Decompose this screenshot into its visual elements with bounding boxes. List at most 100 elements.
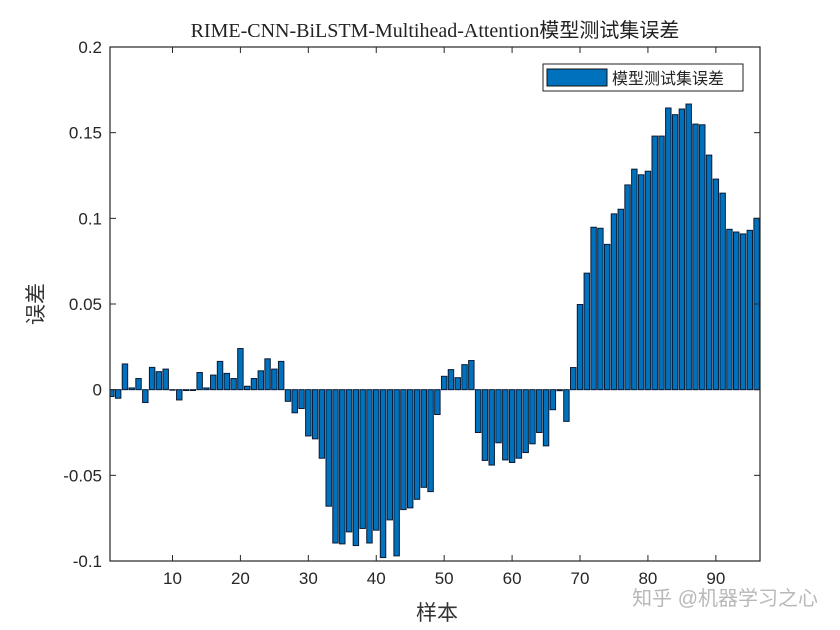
bar-3 <box>121 363 129 391</box>
bar-25 <box>271 368 278 391</box>
bar-65 <box>542 389 550 447</box>
x-tick-label: 10 <box>163 569 182 588</box>
bar-78 <box>631 168 638 391</box>
bar-9 <box>162 368 169 391</box>
bar-93 <box>733 231 740 391</box>
bar-53 <box>461 364 468 391</box>
bar-30 <box>305 389 312 437</box>
bar-7 <box>148 366 156 391</box>
bar-36 <box>345 389 353 533</box>
bar-16 <box>210 374 217 391</box>
bar-94 <box>739 233 747 391</box>
bar-19 <box>230 378 237 391</box>
bar-57 <box>488 389 495 466</box>
bar-55 <box>474 389 482 433</box>
bar-21 <box>243 385 251 391</box>
bar-45 <box>406 389 414 509</box>
bar-6 <box>142 389 149 404</box>
bar-26 <box>277 360 285 391</box>
bar-50 <box>440 375 448 391</box>
bar-85 <box>678 108 686 391</box>
bar-37 <box>352 389 360 547</box>
axes-group: 10 20 30 40 50 60 70 80 90 -0.1 -0.05 0 0.05 0.1 0.15 0… <box>63 38 761 588</box>
x-tick-label: 30 <box>299 569 318 588</box>
y-tick-label: 0.1 <box>78 209 102 228</box>
bar-51 <box>447 369 455 391</box>
bar-75 <box>610 213 618 391</box>
bar-34 <box>332 389 339 544</box>
bar-58 <box>495 389 502 444</box>
bar-73 <box>597 227 604 391</box>
bar-2 <box>114 389 122 399</box>
bar-89 <box>705 154 713 391</box>
bar-24 <box>264 358 271 391</box>
y-tick-label: 0.15 <box>69 124 102 143</box>
bar-76 <box>617 208 624 391</box>
bar-32 <box>318 389 326 459</box>
bar-22 <box>250 378 258 391</box>
bar-72 <box>590 226 597 391</box>
bar-40 <box>373 389 380 531</box>
x-tick-label: 70 <box>571 569 590 588</box>
bar-43 <box>393 389 400 557</box>
x-tick-label: 60 <box>503 569 522 588</box>
bar-91 <box>719 192 726 391</box>
bar-87 <box>692 123 699 391</box>
y-axis-label: 误差 <box>24 283 48 325</box>
bar-68 <box>563 389 570 422</box>
bar-63 <box>529 389 536 445</box>
bar-11 <box>176 389 183 401</box>
bar-20 <box>237 348 244 391</box>
bar-80 <box>644 170 652 391</box>
x-axis-label: 样本 <box>416 601 458 625</box>
bar-44 <box>400 389 407 511</box>
y-tick-label: -0.1 <box>73 552 102 571</box>
bar-54 <box>468 360 475 391</box>
bar-66 <box>549 389 557 411</box>
bar-52 <box>454 377 461 391</box>
bar-88 <box>699 124 706 391</box>
bar-48 <box>427 389 434 493</box>
bar-95 <box>746 229 754 391</box>
bar-39 <box>366 389 373 544</box>
legend: 模型测试集误差 <box>542 63 744 92</box>
bar-84 <box>671 114 679 391</box>
x-tick-label: 90 <box>706 569 725 588</box>
bar-46 <box>413 389 421 500</box>
bar-67 <box>556 389 563 392</box>
y-tick-label: 0 <box>93 381 102 400</box>
bar-70 <box>576 304 584 391</box>
bar-18 <box>223 372 231 391</box>
bars-group <box>110 103 760 559</box>
bar-49 <box>434 389 441 416</box>
bar-12 <box>182 389 190 392</box>
bar-77 <box>624 184 631 391</box>
bar-59 <box>502 389 509 461</box>
bar-28 <box>291 389 298 414</box>
bar-61 <box>515 389 523 459</box>
y-tick-label: 0.2 <box>78 38 102 57</box>
bar-86 <box>685 103 692 391</box>
bar-83 <box>665 107 672 391</box>
bar-42 <box>386 389 394 521</box>
bar-8 <box>155 371 163 391</box>
bar-60 <box>508 389 516 463</box>
bar-4 <box>128 387 135 391</box>
y-tick-label: -0.05 <box>63 466 102 485</box>
bar-74 <box>603 243 611 391</box>
bar-82 <box>658 135 665 391</box>
watermark: 知乎 @机器学习之心 <box>632 587 818 610</box>
bar-90 <box>712 178 720 391</box>
bar-47 <box>420 389 428 488</box>
bar-35 <box>339 389 346 545</box>
bar-5 <box>135 378 142 391</box>
bar-41 <box>379 389 387 559</box>
bar-81 <box>651 135 658 391</box>
bar-13 <box>189 389 197 392</box>
bar-33 <box>325 389 332 507</box>
bar-14 <box>196 372 203 391</box>
bar-71 <box>583 272 591 391</box>
legend-entry: 模型测试集误差 <box>612 70 724 88</box>
